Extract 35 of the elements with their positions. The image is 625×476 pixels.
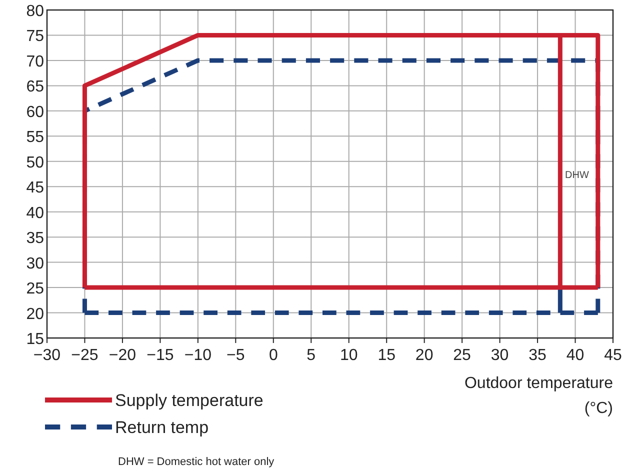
x-tick-label: 15	[378, 347, 396, 364]
y-tick-label: 20	[26, 306, 44, 323]
y-tick-label: 40	[26, 204, 44, 222]
x-tick-label: 30	[490, 347, 509, 364]
text: DHW = Domestic hot water only	[118, 456, 275, 468]
x-tick-label: 5	[306, 347, 316, 364]
y-tick-label: 55	[26, 129, 44, 146]
annotation: DHW	[565, 170, 590, 181]
x-tick-label: 20	[415, 347, 434, 364]
x-tick-label: −20	[108, 347, 136, 364]
x-tick-label: 40	[566, 347, 584, 364]
y-tick-label: 60	[26, 104, 44, 121]
x-tick-label: −15	[146, 347, 174, 364]
x-tick-label: −5	[226, 347, 245, 364]
y-tick-label: 65	[26, 78, 44, 96]
y-tick-label: 45	[26, 180, 44, 197]
x-axis-title: Outdoor temperature (°C)	[464, 375, 614, 417]
x-tick-label: 0	[268, 347, 278, 364]
y-tick-label: 15	[26, 331, 44, 348]
y-tick-label: 30	[26, 255, 44, 272]
y-tick-label: 35	[26, 230, 44, 248]
x-tick-label: −25	[71, 347, 98, 364]
x-tick-label: 45	[604, 347, 622, 364]
x-tick-label: 10	[340, 347, 358, 364]
legend-label: Return temp	[115, 418, 209, 437]
y-tick-label: 50	[26, 154, 44, 172]
y-tick-label: 75	[26, 28, 44, 46]
x-tick-label: −10	[184, 347, 212, 364]
legend-label: Supply temperature	[115, 391, 264, 410]
y-tick-label: 70	[26, 53, 44, 70]
y-tick-label: 25	[26, 280, 44, 298]
x-tick-label: −30	[33, 347, 61, 364]
x-tick-label: 25	[453, 347, 472, 364]
y-tick-label: 80	[26, 3, 44, 20]
x-tick-label: 35	[528, 347, 547, 364]
